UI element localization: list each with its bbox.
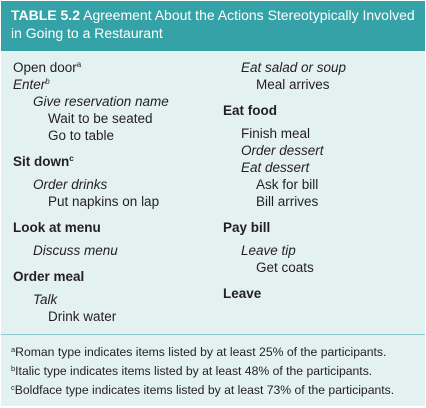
table-title: Agreement About the Actions Stereotypica… (83, 7, 415, 23)
table-title-line-2: in Going to a Restaurant (11, 25, 163, 41)
footnote-mark: a (76, 60, 82, 69)
table-title-bar: TABLE 5.2 Agreement About the Actions St… (1, 1, 425, 51)
left-column: Open doora Enterb Give reservation name … (13, 59, 169, 325)
table-number: TABLE 5.2 (11, 7, 80, 23)
footnote-italic: bItalic type indicates items listed by a… (11, 364, 373, 378)
list-item: Talk (33, 292, 58, 307)
footnotes: aRoman type indicates items listed by at… (11, 343, 394, 400)
list-item: Give reservation name (33, 94, 169, 109)
list-item: Order dessert (241, 143, 324, 158)
right-column: Eat salad or soup Meal arrives Eat food … (223, 59, 346, 302)
list-item: Ask for bill (256, 177, 319, 192)
list-item: Eat food (223, 103, 277, 118)
footnote-mark: a (11, 345, 16, 354)
list-item: Eat salad or soup (241, 60, 347, 75)
footnote-mark: c (69, 154, 74, 163)
list-item: Order meal (13, 269, 85, 284)
list-item: Order drinks (33, 177, 108, 192)
list-item: Put napkins on lap (48, 194, 160, 209)
footnote-bold: cBoldface type indicates items listed by… (11, 383, 395, 397)
list-item: Wait to be seated (48, 111, 153, 126)
list-item: Open doora (13, 60, 82, 75)
list-item: Leave tip (241, 243, 296, 258)
list-item: Leave (223, 286, 262, 301)
list-item: Discuss menu (33, 243, 118, 258)
list-item: Go to table (48, 128, 115, 143)
list-item: Get coats (256, 260, 314, 275)
list-item: Eat dessert (241, 160, 310, 175)
list-item: Meal arrives (256, 77, 330, 92)
footnote-roman: aRoman type indicates items listed by at… (11, 345, 387, 359)
list-item: Drink water (48, 309, 117, 324)
table-title-line-1: TABLE 5.2 Agreement About the Actions St… (11, 6, 415, 24)
list-item: Look at menu (13, 220, 101, 235)
list-item: Finish meal (241, 126, 311, 141)
list-item: Pay bill (223, 220, 271, 235)
footnote-mark: b (45, 77, 50, 86)
list-item: Sit downc (13, 154, 74, 169)
list-item: Enterb (13, 77, 50, 92)
footnote-divider (1, 334, 425, 335)
footnote-mark: c (11, 383, 15, 392)
footnote-mark: b (11, 364, 16, 373)
list-item: Bill arrives (256, 194, 319, 209)
